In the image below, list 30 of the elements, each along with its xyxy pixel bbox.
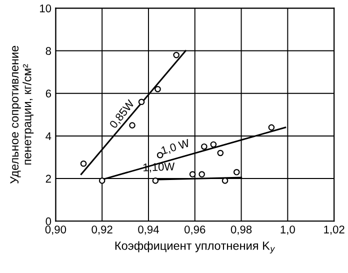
point	[173, 52, 180, 58]
point	[189, 171, 196, 178]
point	[233, 169, 240, 176]
y-tick-label: 2	[46, 174, 51, 183]
y-tick-label: 8	[46, 47, 52, 55]
point	[98, 178, 106, 184]
y-tick-label: 6	[46, 90, 52, 98]
y-tick-label: 4	[46, 132, 52, 140]
y-tick-label: 0	[46, 217, 52, 226]
x-tick-label: 1,02	[324, 226, 344, 235]
x-axis-title: Коэффициент уплотнения K$_{y}$	[115, 241, 276, 254]
point	[217, 150, 224, 156]
point	[268, 124, 275, 131]
point	[152, 178, 159, 184]
annotation: 1,0 W	[160, 138, 190, 156]
y-axis-title: Удельное сопротивление пенетрации, кг/см²	[10, 46, 34, 184]
point	[198, 171, 205, 178]
x-tick-label: 0,96	[184, 226, 206, 235]
x-tick-label: 0,92	[92, 226, 112, 235]
x-tick-label: 1,0	[280, 226, 295, 235]
point	[154, 86, 161, 92]
point	[222, 178, 228, 184]
point	[210, 141, 217, 148]
point	[80, 160, 87, 167]
point	[201, 143, 208, 150]
x-tick-label: 0,98	[230, 226, 252, 235]
point	[138, 98, 145, 106]
x-tick-label: 0,90	[45, 226, 66, 235]
x-tick-label: 0,94	[138, 226, 159, 235]
y-tick-label: 10	[40, 4, 52, 12]
